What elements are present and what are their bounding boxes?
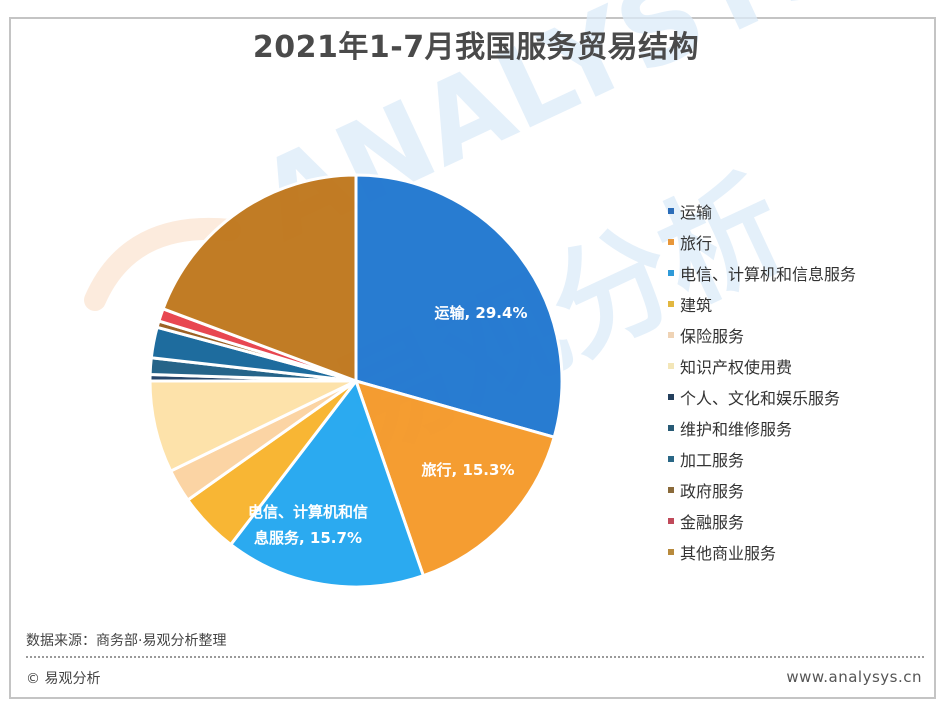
legend-swatch-icon — [668, 424, 674, 431]
legend-label: 金融服务 — [680, 512, 745, 532]
legend-swatch-icon — [668, 548, 674, 555]
legend-label: 知识产权使用费 — [680, 357, 793, 377]
legend-swatch-icon — [668, 238, 674, 245]
copyright-text: © 易观分析 — [26, 671, 101, 687]
slice-data-label: 息服务, 15.7% — [254, 529, 362, 547]
legend-swatch-icon — [668, 269, 674, 276]
legend-swatch-icon — [668, 331, 674, 338]
footer-divider — [26, 656, 924, 658]
legend-item: 运输 — [668, 195, 856, 226]
legend-item: 电信、计算机和信息服务 — [668, 257, 856, 288]
legend-swatch-icon — [668, 517, 674, 524]
legend-label: 建筑 — [680, 295, 713, 315]
legend-item: 政府服务 — [668, 474, 856, 505]
legend-swatch-icon — [668, 393, 674, 400]
slice-data-label: 旅行, 15.3% — [422, 461, 515, 479]
legend: 运输旅行电信、计算机和信息服务 建筑保险服务知识产权使用费个人、文化和娱乐服务 维护… — [668, 195, 856, 567]
pie-slice — [354, 173, 564, 439]
legend-item: 知识产权使用费 — [668, 350, 856, 381]
slice-data-label: 电信、计算机和信 — [248, 503, 368, 521]
legend-swatch-icon — [668, 486, 674, 493]
legend-swatch-icon — [668, 362, 674, 369]
legend-swatch-icon — [668, 455, 674, 462]
legend-item: 旅行 — [668, 226, 856, 257]
data-source-note: 数据来源：商务部·易观分析整理 — [26, 633, 227, 649]
legend-label: 加工服务 — [680, 450, 745, 470]
legend-swatch-icon — [668, 207, 674, 214]
legend-label: 政府服务 — [680, 481, 745, 501]
chart-title: 2021年1-7月我国服务贸易结构 — [252, 30, 700, 65]
slice-data-label: 运输, 29.4% — [435, 304, 528, 322]
pie-slice — [161, 173, 358, 383]
legend-label: 旅行 — [680, 233, 713, 253]
legend-item: 保险服务 — [668, 319, 856, 350]
legend-item: 个人、文化和娱乐服务 — [668, 381, 856, 412]
website-link[interactable]: www.analysys.cn — [786, 668, 922, 686]
legend-item: 其他商业服务 — [668, 536, 856, 567]
legend-swatch-icon — [668, 300, 674, 307]
legend-item: 建筑 — [668, 288, 856, 319]
legend-label: 其他商业服务 — [680, 543, 777, 563]
legend-item: 金融服务 — [668, 505, 856, 536]
legend-label: 维护和维修服务 — [680, 419, 793, 439]
legend-label: 电信、计算机和信息服务 — [680, 264, 857, 284]
pie-slice — [354, 379, 556, 578]
pie-slice — [229, 379, 425, 589]
legend-label: 保险服务 — [680, 326, 745, 346]
legend-label: 运输 — [680, 202, 713, 222]
legend-item: 维护和维修服务 — [668, 412, 856, 443]
legend-item: 加工服务 — [668, 443, 856, 474]
legend-label: 个人、文化和娱乐服务 — [680, 388, 841, 408]
